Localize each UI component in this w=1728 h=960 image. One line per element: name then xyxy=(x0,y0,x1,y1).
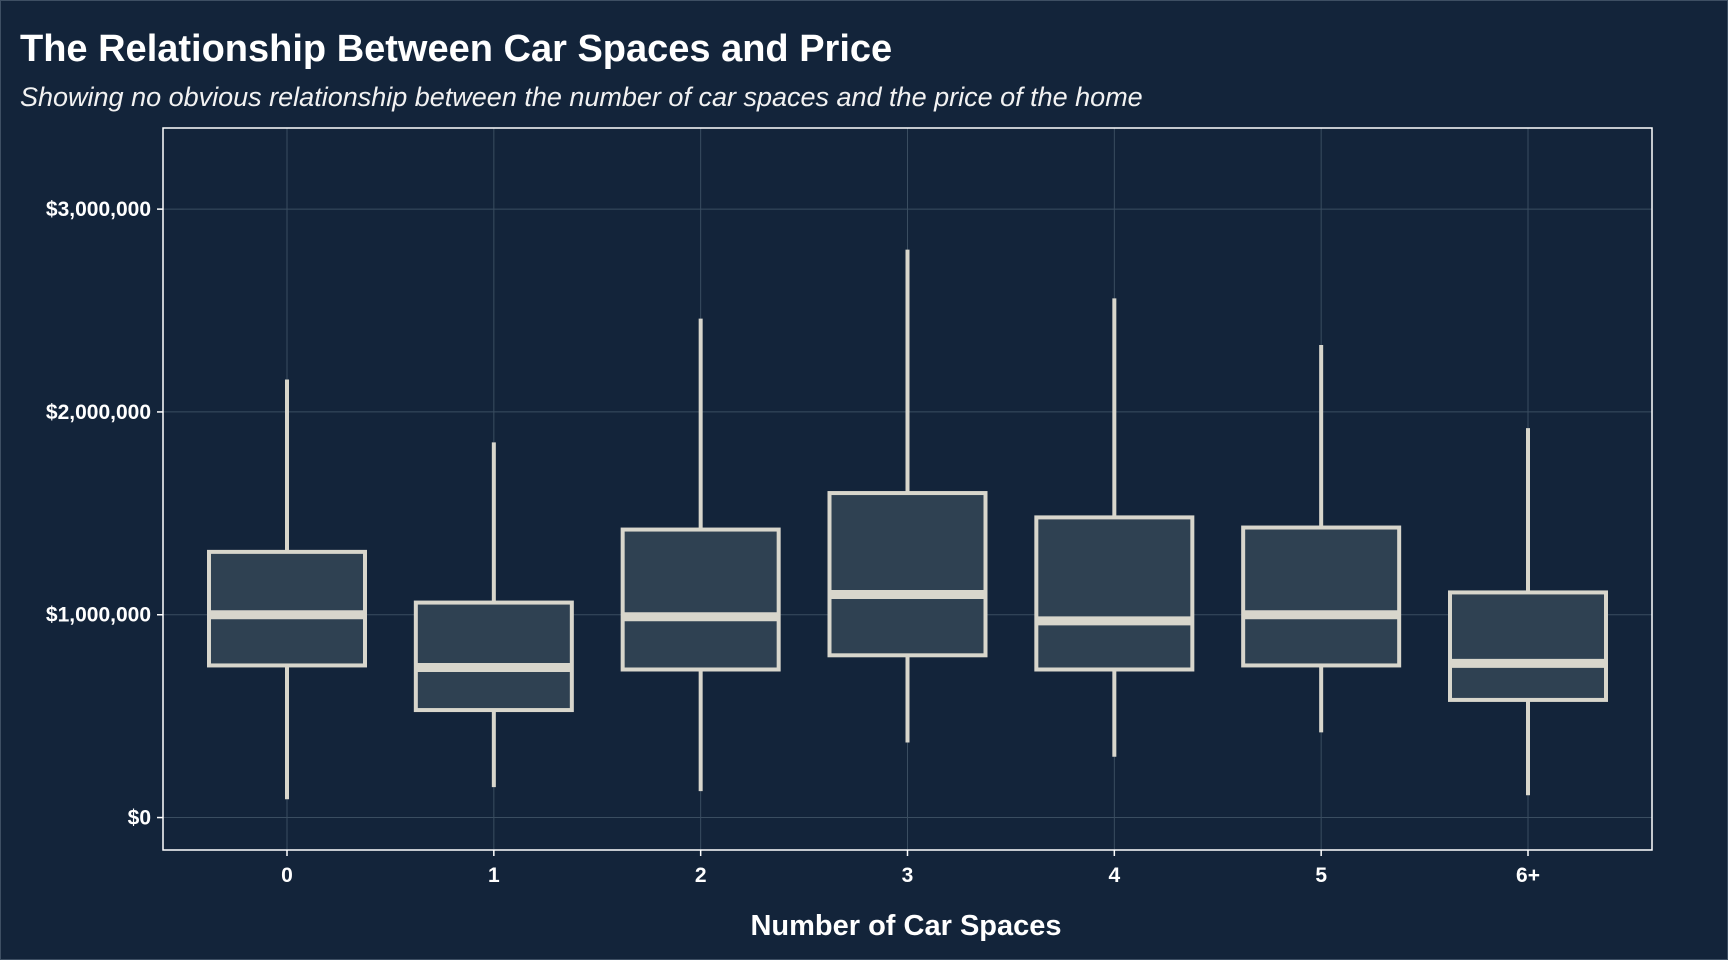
y-axis: $0 $1,000,000 $2,000,000 $3,000,000 xyxy=(46,198,163,830)
x-axis: 0 1 2 3 4 5 6+ xyxy=(281,850,1540,887)
box-2 xyxy=(620,318,781,792)
chart-title: The Relationship Between Car Spaces and … xyxy=(20,28,893,70)
x-tick-label: 6+ xyxy=(1516,864,1540,887)
x-tick-label: 5 xyxy=(1315,864,1327,887)
iqr-box xyxy=(1034,515,1195,672)
x-axis-title: Number of Car Spaces xyxy=(750,910,1061,942)
x-tick-label: 1 xyxy=(488,864,500,887)
iqr-box xyxy=(413,600,574,713)
y-tick-label: $0 xyxy=(128,807,151,830)
x-tick-label: 4 xyxy=(1108,864,1120,887)
x-tick-label: 2 xyxy=(695,864,707,887)
chart-subtitle: Showing no obvious relationship between … xyxy=(20,82,1143,112)
box-1 xyxy=(413,442,574,788)
iqr-box xyxy=(827,491,988,658)
iqr-box xyxy=(1448,590,1608,702)
iqr-box xyxy=(1241,525,1402,668)
box-6plus xyxy=(1448,428,1608,796)
x-tick-label: 3 xyxy=(902,864,914,887)
box-5 xyxy=(1241,345,1402,733)
box-0 xyxy=(207,379,367,800)
x-tick-label: 0 xyxy=(281,864,293,887)
y-tick-label: $2,000,000 xyxy=(46,401,151,424)
box-4 xyxy=(1034,298,1195,757)
iqr-box xyxy=(207,549,367,668)
y-tick-label: $3,000,000 xyxy=(46,198,151,221)
box-3 xyxy=(827,249,988,743)
y-tick-label: $1,000,000 xyxy=(46,604,151,627)
iqr-box xyxy=(620,527,781,672)
box-series xyxy=(207,249,1608,800)
